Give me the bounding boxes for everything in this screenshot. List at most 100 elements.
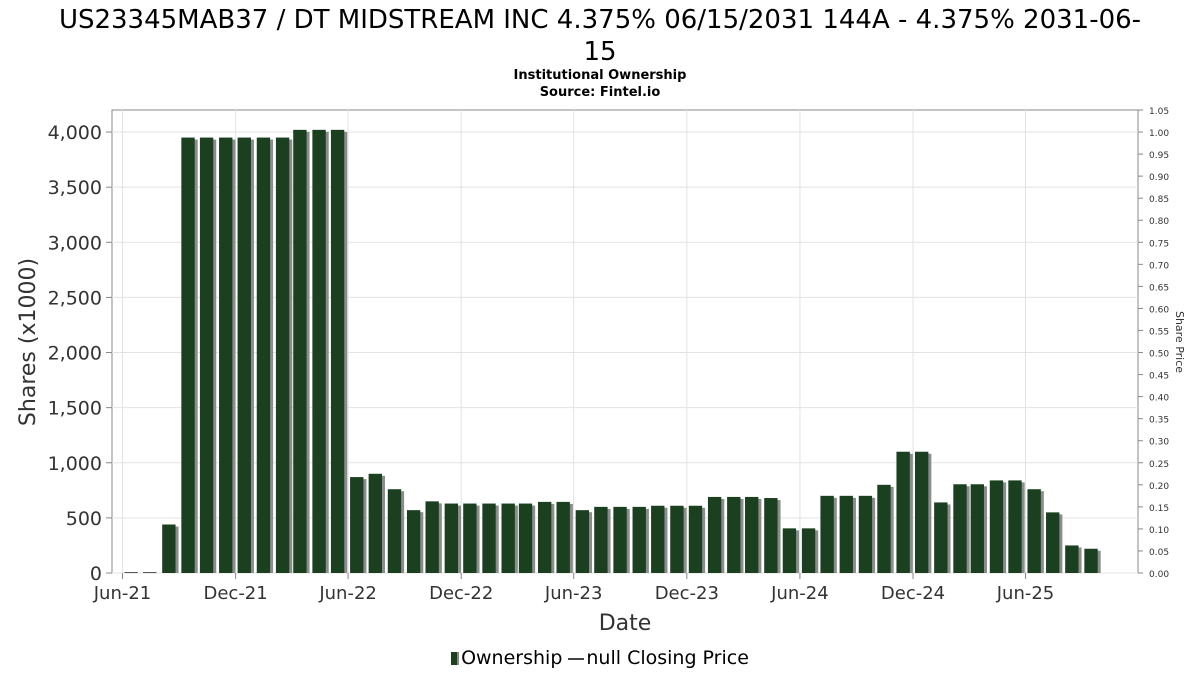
ownership-bar — [444, 503, 458, 573]
x-tick-label: Jun-24 — [770, 583, 829, 604]
ownership-bar — [575, 510, 590, 573]
y2-tick-label: 0.25 — [1149, 460, 1169, 470]
ownership-bar — [764, 498, 778, 573]
closing-price-legend-swatch — [568, 657, 585, 660]
ownership-bar — [501, 503, 515, 573]
ownership-bar — [275, 137, 290, 574]
y-tick-label: 2,500 — [48, 287, 102, 309]
y-axis-label: Shares (x1000) — [16, 258, 41, 426]
y2-tick-label: 0.35 — [1149, 416, 1169, 426]
y2-tick-label: 0.60 — [1149, 305, 1169, 315]
y-tick-label: 3,000 — [48, 232, 102, 254]
x-tick-label: Jun-23 — [544, 583, 603, 604]
ownership-bar — [688, 505, 703, 573]
y2-tick-label: 0.90 — [1149, 173, 1169, 183]
x-tick-label: Dec-24 — [881, 583, 945, 604]
ownership-bar — [594, 506, 608, 573]
ownership-bar — [425, 501, 439, 573]
chart-title-line-2: 15 — [583, 37, 617, 67]
ownership-bar — [1065, 545, 1079, 573]
y2-tick-label: 0.45 — [1149, 372, 1169, 382]
chart-title: US23345MAB37 / DT MIDSTREAM INC 4.375% 0… — [0, 4, 1200, 68]
ownership-bar — [162, 524, 176, 573]
ownership-bar — [745, 496, 759, 573]
x-tick-label: Jun-21 — [93, 583, 152, 604]
ownership-bar — [782, 528, 797, 573]
y2-tick-label: 0.75 — [1149, 239, 1169, 249]
y-tick-label: 1,500 — [48, 398, 102, 420]
ownership-bar — [858, 495, 873, 573]
ownership-bar — [839, 495, 853, 573]
y2-tick-label: 0.00 — [1149, 570, 1169, 580]
x-axis-label: Date — [599, 611, 652, 636]
ownership-legend-swatch — [451, 652, 460, 665]
y2-tick-label: 0.10 — [1149, 526, 1169, 536]
chart: 0 500 1,000 1,500 2,000 2,500 3,000 3,500 4,000 J… — [16, 107, 1186, 636]
y2-tick-label: 0.70 — [1149, 261, 1169, 271]
ownership-bar — [219, 137, 233, 574]
ownership-bar — [934, 502, 948, 573]
ownership-bar — [330, 129, 345, 574]
ownership-bar — [670, 505, 684, 573]
y-tick-label: 2,000 — [48, 343, 102, 365]
ownership-bar — [707, 496, 722, 573]
y2-tick-label: 0.80 — [1149, 217, 1169, 227]
x-tick-label: Dec-22 — [429, 583, 493, 604]
y2-tick-label: 0.15 — [1149, 504, 1169, 514]
y2-tick-label: 1.05 — [1149, 107, 1169, 117]
y2-tick-label: 0.50 — [1149, 350, 1169, 360]
ownership-bar — [914, 451, 929, 573]
legend-closing-price: null Closing Price — [586, 647, 749, 669]
ownership-bar — [896, 451, 910, 573]
ownership-bar — [1027, 489, 1041, 573]
chart-subtitle: Institutional Ownership — [513, 68, 687, 83]
y-tick-label: 4,000 — [48, 122, 102, 144]
ownership-bar — [387, 489, 402, 573]
y2-tick-label: 0.05 — [1149, 548, 1169, 558]
y-tick-label: 0 — [90, 563, 102, 585]
ownership-bar — [801, 528, 816, 573]
y2-tick-label: 1.00 — [1149, 129, 1169, 139]
y2-tick-label: 0.30 — [1149, 438, 1169, 448]
x-tick-label: Jun-22 — [318, 583, 377, 604]
ownership-bar — [199, 137, 214, 574]
y2-axis-label: Share Price — [1173, 311, 1186, 373]
y2-tick-label: 0.55 — [1149, 327, 1169, 337]
ownership-bar — [368, 473, 382, 573]
x-tick-label: Jun-25 — [996, 583, 1055, 604]
y-tick-label: 1,000 — [48, 453, 102, 475]
ownership-bar — [237, 137, 251, 574]
ownership-bar — [651, 505, 665, 573]
chart-source: Source: Fintel.io — [539, 85, 661, 100]
ownership-bar — [312, 129, 326, 574]
ownership-bar — [293, 129, 307, 574]
ownership-bar — [181, 137, 195, 574]
ownership-bar — [1008, 480, 1022, 573]
y-tick-label: 3,500 — [48, 177, 102, 199]
ownership-bar — [1046, 512, 1060, 573]
ownership-bar — [613, 506, 627, 573]
ownership-bar — [877, 484, 891, 573]
ownership-bar — [518, 503, 533, 573]
ownership-bar — [482, 503, 496, 573]
ownership-bar — [256, 137, 271, 574]
legend: Ownership null Closing Price — [0, 647, 1200, 669]
ownership-bar — [463, 503, 477, 573]
legend-ownership: Ownership — [461, 647, 563, 669]
ownership-bar — [406, 510, 421, 573]
axes: 0 500 1,000 1,500 2,000 2,500 3,000 3,500 4,000 J… — [48, 107, 1170, 604]
x-tick-label: Dec-21 — [203, 583, 267, 604]
ownership-bar — [970, 484, 984, 573]
ownership-bar — [727, 496, 741, 573]
x-tick-label: Dec-23 — [655, 583, 719, 604]
y2-tick-label: 0.40 — [1149, 394, 1169, 404]
ownership-bar — [953, 484, 967, 573]
ownership-bar — [556, 501, 570, 573]
ownership-bar — [820, 495, 834, 573]
ownership-bar — [989, 480, 1004, 573]
y2-tick-label: 0.65 — [1149, 283, 1169, 293]
ownership-bar — [537, 501, 552, 573]
y-tick-label: 500 — [66, 508, 102, 530]
chart-title-line-1: US23345MAB37 / DT MIDSTREAM INC 4.375% 0… — [58, 5, 1142, 35]
y2-tick-label: 0.20 — [1149, 482, 1169, 492]
